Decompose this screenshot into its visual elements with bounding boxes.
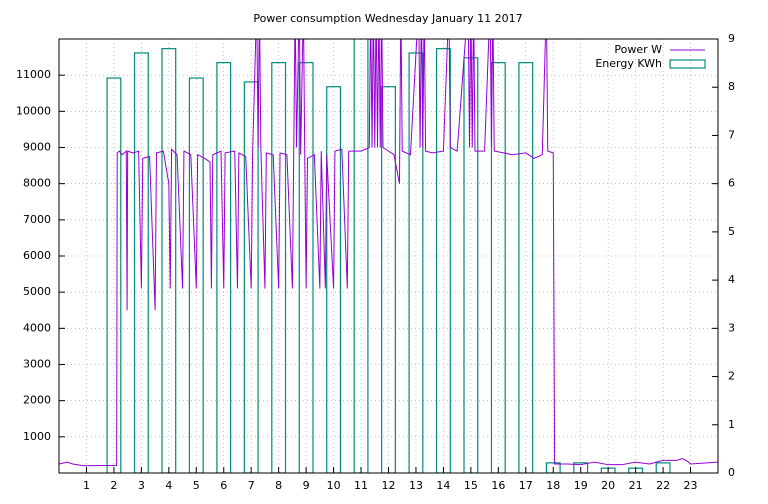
x-tick-label: 16: [491, 479, 505, 492]
y-tick-label: 10000: [16, 104, 51, 117]
y2-tick-label: 9: [728, 32, 735, 45]
line: [59, 39, 718, 467]
bar: [106, 77, 122, 473]
x-tick-label: 19: [574, 479, 588, 492]
x-tick-label: 21: [629, 479, 643, 492]
bar: [490, 62, 506, 473]
x-tick-label: 2: [110, 479, 117, 492]
y2-tick-label: 0: [728, 466, 735, 479]
bar: [298, 62, 314, 473]
x-tick-label: 8: [275, 479, 282, 492]
bar: [188, 77, 204, 473]
y2-tick-label: 4: [728, 273, 735, 286]
x-tick-label: 10: [327, 479, 341, 492]
y2-tick-label: 7: [728, 128, 735, 141]
x-tick-label: 11: [354, 479, 368, 492]
y2-tick-label: 6: [728, 177, 735, 190]
y2-tick-label: 5: [728, 225, 735, 238]
legend-swatch: [669, 59, 706, 69]
y-tick-label: 8000: [23, 177, 51, 190]
bar: [353, 39, 369, 473]
x-tick-label: 17: [519, 479, 533, 492]
y-tick-label: 9000: [23, 141, 51, 154]
bar: [216, 62, 232, 473]
axes: 1000 2000 3000 4000 5000 6000 7000 8000 9000 1000…: [16, 32, 735, 492]
y-tick-label: 5000: [23, 285, 51, 298]
x-tick-label: 13: [409, 479, 423, 492]
x-tick-label: 9: [303, 479, 310, 492]
y2-tick-label: 1: [728, 418, 735, 431]
x-tick-label: 12: [382, 479, 396, 492]
x-tick-label: 23: [684, 479, 698, 492]
y-tick-label: 7000: [23, 213, 51, 226]
y2-tick-label: 8: [728, 80, 735, 93]
y-tick-label: 4000: [23, 321, 51, 334]
x-tick-label: 22: [656, 479, 670, 492]
y-tick-label: 6000: [23, 249, 51, 262]
legend-label: Power W: [614, 43, 662, 56]
y-tick-label: 11000: [16, 68, 51, 81]
x-tick-label: 3: [138, 479, 145, 492]
grid: [59, 39, 718, 473]
bar: [518, 62, 534, 473]
x-tick-label: 7: [248, 479, 255, 492]
bar: [326, 86, 342, 473]
bar: [435, 48, 451, 473]
bar: [161, 48, 177, 473]
bar: [271, 62, 287, 473]
x-tick-label: 5: [193, 479, 200, 492]
x-tick-label: 15: [464, 479, 478, 492]
x-tick-label: 1: [83, 479, 90, 492]
bar: [381, 86, 396, 473]
y-tick-label: 2000: [23, 394, 51, 407]
chart-title: Power consumption Wednesday January 11 2…: [253, 12, 522, 25]
legend-label: Energy KWh: [595, 57, 662, 70]
y-tick-label: 3000: [23, 358, 51, 371]
x-tick-label: 20: [601, 479, 615, 492]
x-tick-label: 14: [436, 479, 450, 492]
y2-tick-label: 3: [728, 321, 735, 334]
y2-tick-label: 2: [728, 370, 735, 383]
bar: [133, 52, 149, 473]
y-tick-label: 1000: [23, 430, 51, 443]
x-tick-label: 4: [165, 479, 172, 492]
x-tick-label: 18: [546, 479, 560, 492]
x-tick-label: 6: [220, 479, 227, 492]
